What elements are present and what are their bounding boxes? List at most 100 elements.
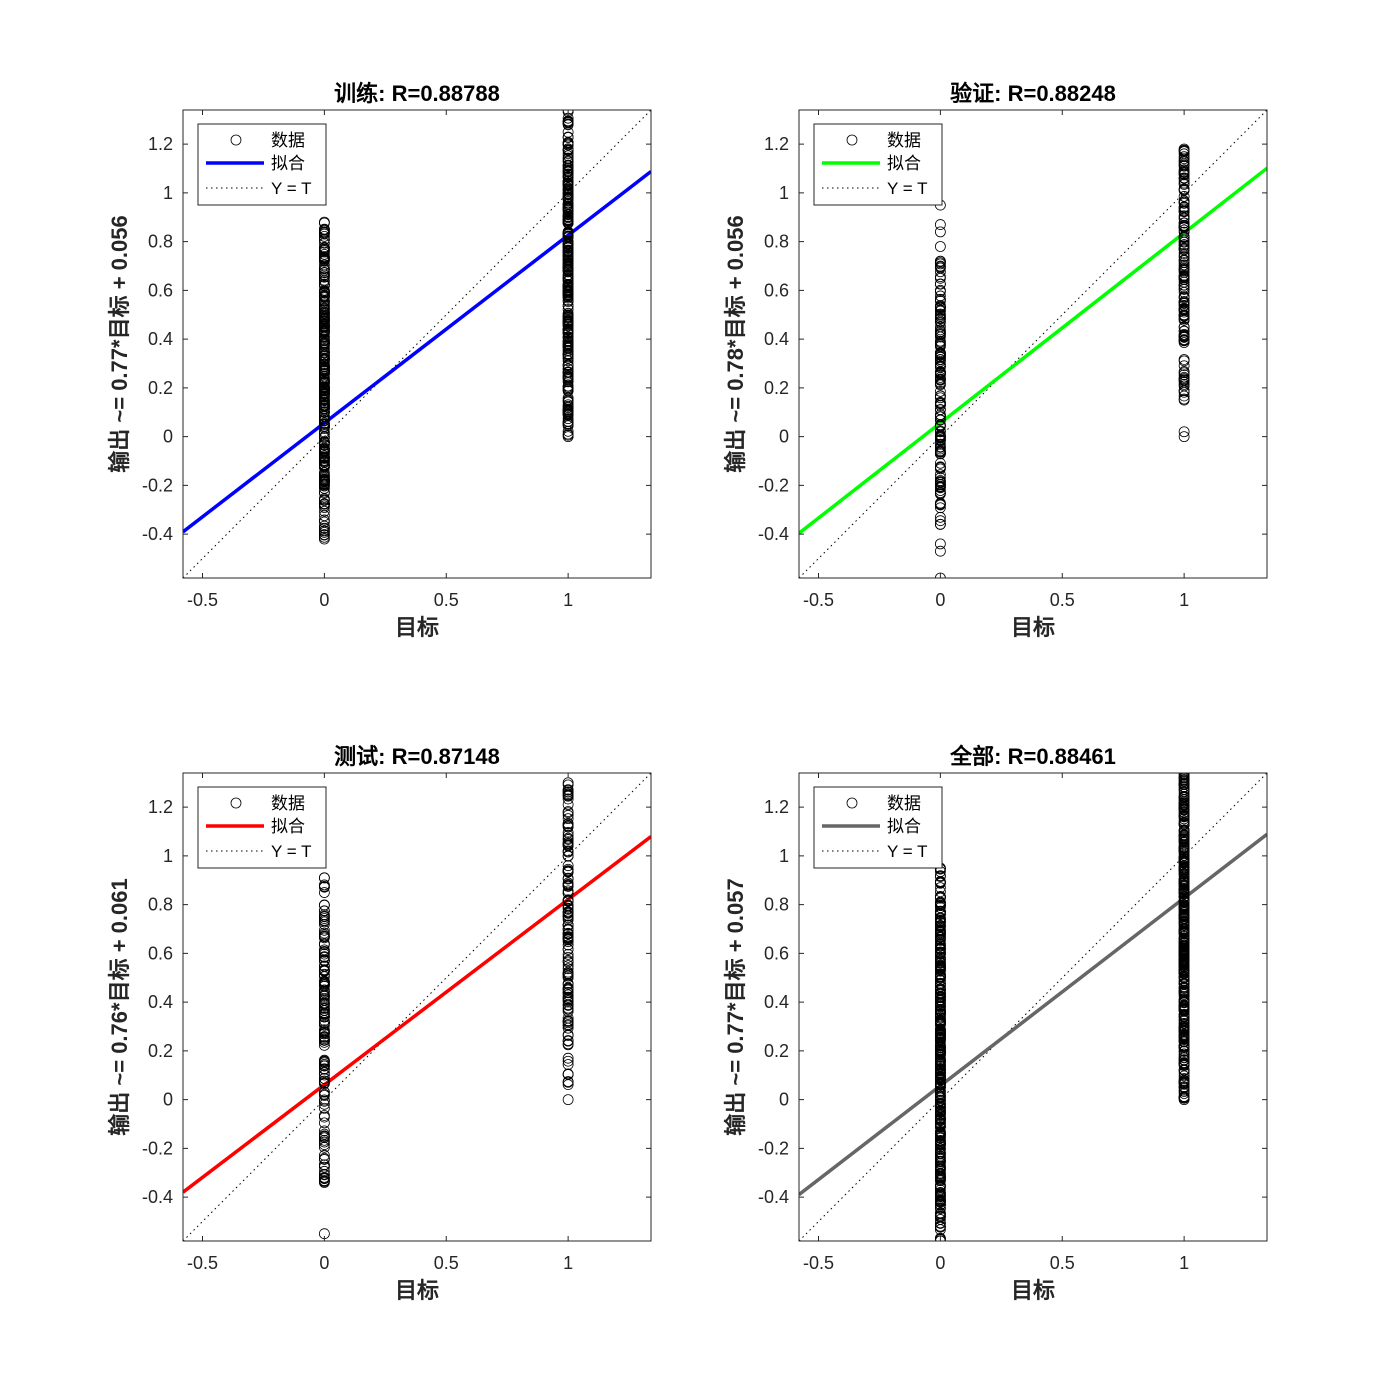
data-point — [562, 156, 574, 168]
y-tick-label: 0 — [163, 427, 173, 447]
data-point — [934, 438, 946, 450]
data-point — [1178, 1001, 1190, 1012]
data-point — [1178, 833, 1190, 845]
x-tick-label: 0.5 — [1050, 590, 1075, 610]
data-point — [562, 949, 574, 960]
data-point — [318, 234, 330, 246]
data-point — [318, 253, 330, 264]
data-point — [562, 352, 574, 364]
data-point — [562, 1068, 574, 1080]
data-point — [318, 223, 330, 235]
identity-line — [799, 110, 1267, 578]
data-point — [318, 1055, 330, 1067]
data-point — [1178, 942, 1190, 953]
data-point — [318, 510, 330, 522]
legend-data-label: 数据 — [887, 794, 921, 813]
y-tick-label: 0.2 — [148, 378, 173, 398]
data-point — [318, 1141, 330, 1153]
data-point — [562, 799, 574, 811]
data-point — [934, 301, 946, 313]
data-point — [934, 1036, 946, 1048]
y-tick-label: -0.4 — [142, 1187, 173, 1207]
y-tick-label: 0.6 — [764, 280, 789, 300]
y-tick-label: 1.2 — [148, 134, 173, 154]
data-point — [318, 872, 330, 884]
legend-fit-label: 拟合 — [271, 817, 305, 836]
data-point — [1178, 997, 1190, 1009]
data-point — [562, 115, 574, 127]
plot-content — [799, 773, 1267, 1241]
data-point — [1178, 836, 1190, 848]
data-point — [562, 1015, 574, 1026]
data-point — [1178, 259, 1190, 271]
data-point — [318, 343, 330, 354]
data-point — [562, 338, 574, 350]
data-point — [318, 452, 330, 464]
data-point — [934, 1032, 946, 1044]
y-tick-label: -0.2 — [142, 1138, 173, 1158]
x-tick-label: 1 — [1179, 1253, 1189, 1273]
data-point — [318, 354, 330, 366]
data-point — [934, 1092, 946, 1104]
data-point — [562, 294, 574, 306]
data-point — [1178, 888, 1190, 900]
data-point — [934, 1078, 946, 1090]
regression-panel-3: -0.5 0 0.5 1 -0.4 -0.2 0 0.2 0.4 0.6 0.8 1 1.2 测试: R=… — [107, 744, 652, 1303]
data-point — [1178, 818, 1190, 829]
data-point — [934, 938, 946, 950]
data-point — [1178, 866, 1190, 878]
data-point — [934, 502, 946, 514]
data-point — [562, 348, 574, 360]
data-point — [318, 913, 330, 924]
data-point — [318, 1111, 330, 1123]
data-point — [934, 361, 946, 373]
data-point — [318, 346, 330, 358]
data-point — [1178, 279, 1190, 291]
data-point — [934, 1169, 946, 1181]
data-point — [318, 278, 330, 290]
data-point — [562, 936, 574, 948]
data-point — [318, 322, 330, 334]
data-point — [562, 431, 574, 443]
data-point — [1178, 1014, 1190, 1026]
y-tick-label: 0.2 — [764, 1041, 789, 1061]
data-point — [562, 180, 574, 192]
data-point — [934, 397, 946, 408]
data-point — [934, 926, 946, 938]
x-tick-label: 0.5 — [434, 590, 459, 610]
data-point — [318, 1177, 330, 1188]
data-point — [934, 1190, 946, 1202]
y-tick-label: 1 — [779, 183, 789, 203]
data-point — [562, 1029, 574, 1041]
data-point — [1178, 1029, 1190, 1041]
legend-data-marker — [846, 797, 858, 809]
data-point — [562, 910, 574, 922]
data-point — [1178, 179, 1190, 190]
data-point — [562, 250, 574, 262]
data-point — [318, 1058, 330, 1070]
data-point — [934, 876, 946, 888]
y-tick-label: 0.8 — [148, 895, 173, 915]
y-axis-label: 输出 ~= 0.76*目标 + 0.061 — [107, 878, 132, 1135]
data-point — [934, 1129, 946, 1140]
data-point — [1178, 994, 1190, 1005]
data-point — [1178, 196, 1190, 208]
data-point — [562, 212, 574, 224]
data-point — [934, 457, 946, 469]
data-point — [318, 931, 330, 943]
data-point — [1178, 1042, 1190, 1054]
data-point — [318, 255, 330, 267]
y-tick-label: 1 — [779, 846, 789, 866]
data-point — [318, 242, 330, 254]
x-tick-label: 0.5 — [1050, 1253, 1075, 1273]
data-point — [934, 1171, 946, 1183]
data-point — [934, 312, 946, 324]
data-point — [318, 1161, 330, 1173]
data-point — [1178, 303, 1190, 315]
data-point — [934, 1082, 946, 1093]
data-point — [318, 383, 330, 394]
data-point — [562, 919, 574, 931]
data-point — [934, 1135, 946, 1147]
data-point — [318, 1039, 330, 1051]
